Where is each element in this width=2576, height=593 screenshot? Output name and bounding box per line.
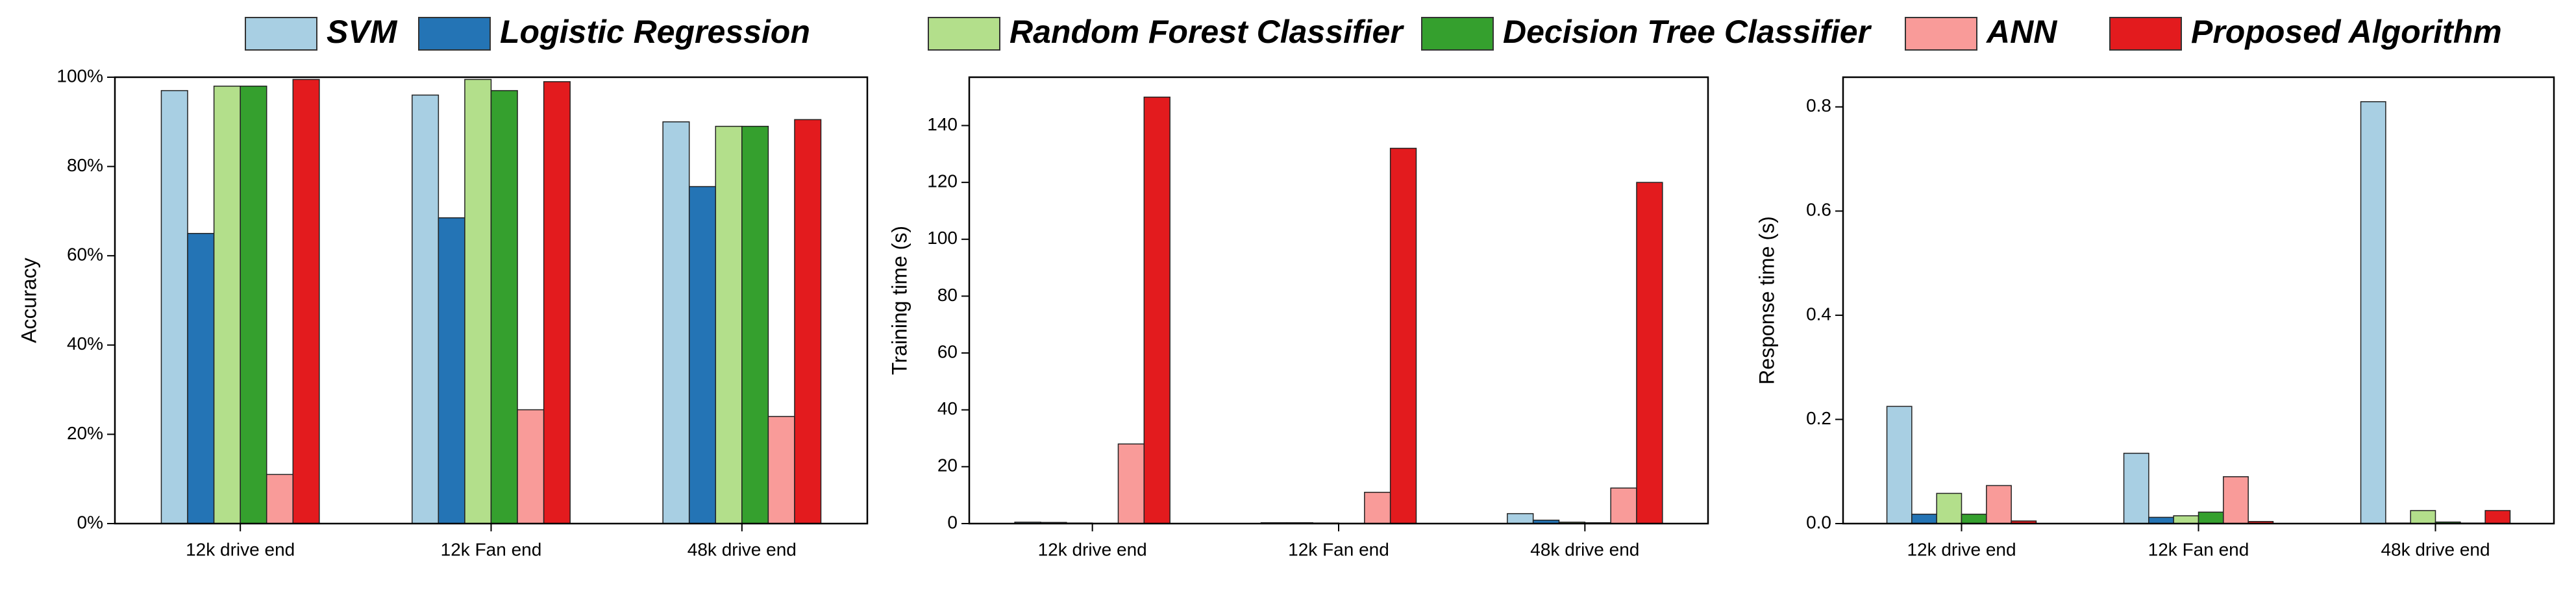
bar: ANN — [2223, 476, 2249, 524]
y-tick-label: 60 — [937, 341, 958, 361]
bar: Random Forest Classifier — [2173, 515, 2199, 524]
bar: Decision Tree Classifier — [1961, 513, 1987, 524]
y-tick-label: 0.8 — [1806, 95, 1831, 115]
y-tick-label: 20 — [937, 455, 958, 476]
legend-label: Logistic Regression — [500, 14, 810, 50]
bar: ANN — [1610, 487, 1637, 524]
x-tick-label: 12k drive end — [186, 539, 295, 559]
bar: SVM — [412, 94, 440, 524]
bar: Proposed Algorithm — [2484, 510, 2511, 524]
y-tick-label: 40 — [937, 398, 958, 418]
bar: ANN — [1986, 485, 2012, 524]
y-tick-label: 0 — [947, 512, 958, 532]
y-tick-label: 80 — [937, 285, 958, 305]
y-axis-label: Accuracy — [17, 258, 40, 343]
x-tick-label: 12k drive end — [1907, 539, 2016, 559]
bar: Random Forest Classifier — [213, 86, 241, 524]
bar: Logistic Regression — [187, 233, 215, 524]
bar: Proposed Algorithm — [292, 79, 320, 524]
y-tick-label: 0.4 — [1806, 304, 1831, 324]
legend-label: SVM — [327, 14, 398, 50]
legend-label: ANN — [1985, 14, 2057, 50]
y-tick-label: 20% — [67, 423, 103, 443]
y-tick-label: 100% — [56, 66, 103, 86]
plot-frame — [114, 76, 869, 525]
bar: Logistic Regression — [438, 217, 465, 524]
y-tick-label: 80% — [67, 155, 103, 175]
legend-label: Proposed Algorithm — [2191, 14, 2502, 50]
legend-swatch — [1905, 17, 1977, 51]
bar: Logistic Regression — [688, 186, 717, 524]
x-tick-label: 12k drive end — [1038, 539, 1147, 559]
bar: ANN — [266, 474, 294, 524]
y-axis-label: Training time (s) — [887, 226, 911, 375]
y-tick-label: 0.6 — [1806, 200, 1831, 220]
y-tick-label: 0% — [77, 512, 103, 532]
plot-frame — [968, 76, 1709, 525]
bar: Random Forest Classifier — [464, 79, 492, 524]
bar: SVM — [2123, 452, 2149, 524]
bar: Logistic Regression — [1911, 513, 1937, 524]
bar: ANN — [1364, 492, 1391, 524]
bar: Random Forest Classifier — [715, 125, 743, 524]
bar: ANN — [1117, 443, 1145, 524]
bar: SVM — [1507, 513, 1534, 524]
bar: Proposed Algorithm — [1389, 147, 1417, 524]
bar: Decision Tree Classifier — [2198, 511, 2224, 524]
bar: Proposed Algorithm — [543, 81, 571, 524]
bar: Proposed Algorithm — [1636, 182, 1663, 524]
y-tick-label: 0.0 — [1806, 512, 1831, 532]
plot-frame — [1842, 76, 2555, 525]
bar: Random Forest Classifier — [2410, 510, 2436, 524]
y-tick-label: 0.2 — [1806, 408, 1831, 428]
y-tick-label: 40% — [67, 333, 103, 354]
x-tick-label: 48k drive end — [1530, 539, 1639, 559]
legend-label: Random Forest Classifier — [1009, 14, 1404, 50]
x-tick-label: 12k Fan end — [1288, 539, 1389, 559]
bar: ANN — [517, 409, 545, 524]
bar: SVM — [2360, 101, 2386, 524]
bar: Decision Tree Classifier — [741, 125, 769, 524]
x-tick-label: 48k drive end — [2381, 539, 2490, 559]
legend-swatch — [245, 17, 317, 51]
bar: Logistic Regression — [2148, 516, 2174, 524]
legend-swatch — [2109, 17, 2182, 51]
bar: Decision Tree Classifier — [240, 86, 267, 524]
bar: SVM — [662, 121, 690, 524]
legend-label: Decision Tree Classifier — [1503, 14, 1872, 50]
bar: Proposed Algorithm — [1143, 96, 1170, 524]
y-tick-label: 120 — [927, 171, 958, 191]
bar: SVM — [1886, 405, 1913, 524]
legend-swatch — [418, 17, 491, 51]
y-tick-label: 60% — [67, 245, 103, 265]
bar: Decision Tree Classifier — [490, 90, 518, 524]
legend-swatch — [1421, 17, 1494, 51]
y-tick-label: 100 — [927, 228, 958, 248]
legend-swatch — [928, 17, 1000, 51]
bar: ANN — [767, 416, 795, 524]
bar: Proposed Algorithm — [794, 119, 822, 524]
y-axis-label: Response time (s) — [1755, 216, 1778, 385]
bar: SVM — [160, 90, 188, 524]
y-tick-label: 140 — [927, 114, 958, 134]
x-tick-label: 12k Fan end — [2148, 539, 2249, 559]
x-tick-label: 12k Fan end — [441, 539, 542, 559]
x-tick-label: 48k drive end — [687, 539, 797, 559]
bar: Random Forest Classifier — [1936, 492, 1963, 524]
